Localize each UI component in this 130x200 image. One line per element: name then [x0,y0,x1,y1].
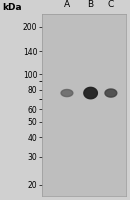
Text: B: B [87,0,94,9]
Text: kDa: kDa [3,3,22,12]
Polygon shape [84,87,97,99]
Text: A: A [64,0,70,9]
Polygon shape [61,90,73,97]
Polygon shape [105,89,117,97]
Text: C: C [108,0,114,9]
